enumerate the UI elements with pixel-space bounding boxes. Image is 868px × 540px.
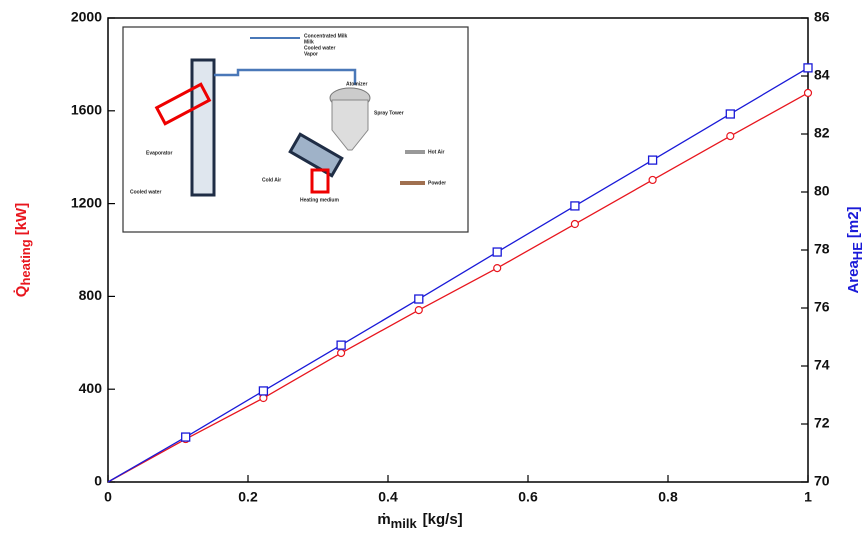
inset-label: Heating medium bbox=[300, 197, 339, 203]
y-axis-label: Q̇heating [kW] bbox=[13, 203, 34, 297]
y2-tick-label: 76 bbox=[814, 299, 830, 315]
x-label-main: ṁ bbox=[377, 511, 390, 528]
marker-circle bbox=[570, 219, 580, 229]
y2-label-unit: [m2] bbox=[845, 206, 862, 238]
inset-label: Powder bbox=[428, 180, 446, 186]
inset-label: Cold Air bbox=[262, 177, 281, 183]
x-tick-label: 0.2 bbox=[238, 489, 258, 505]
pipe bbox=[214, 68, 357, 85]
y-tick-label: 1600 bbox=[71, 102, 102, 118]
y2-tick-label: 72 bbox=[814, 415, 830, 431]
series-line bbox=[107, 92, 809, 483]
marker-square bbox=[492, 247, 502, 257]
x-tick-label: 0.4 bbox=[378, 489, 398, 505]
inset-label: Concentrated Milk bbox=[304, 33, 348, 39]
air-heater bbox=[288, 132, 344, 178]
marker-circle bbox=[493, 263, 502, 273]
y2-axis-label: AreaHE [m2] bbox=[845, 206, 865, 293]
y-label-unit: [kW] bbox=[13, 203, 30, 236]
inset-label: Cooled water bbox=[130, 189, 161, 195]
marker-square bbox=[725, 109, 735, 119]
x-axis-label: ṁmilk [kg/s] bbox=[377, 511, 462, 531]
x-tick-label: 0 bbox=[104, 489, 112, 505]
y2-tick-label: 86 bbox=[814, 9, 830, 25]
series-line bbox=[107, 67, 809, 483]
marker-square bbox=[414, 294, 424, 304]
marker-circle bbox=[803, 88, 813, 98]
inset-label: Vapor bbox=[304, 51, 318, 57]
y2-label-sub: HE bbox=[850, 242, 865, 260]
marker-square bbox=[803, 63, 813, 73]
evaporator bbox=[190, 58, 216, 197]
marker-square bbox=[336, 340, 346, 350]
y2-tick-label: 70 bbox=[814, 473, 830, 489]
marker-square bbox=[181, 432, 191, 442]
marker-circle bbox=[726, 131, 735, 141]
marker-square bbox=[258, 386, 269, 396]
inset-label: Milk bbox=[304, 39, 314, 45]
marker-circle bbox=[337, 348, 346, 358]
marker-square bbox=[570, 201, 580, 211]
spray-tower bbox=[331, 99, 369, 151]
y-tick-label: 400 bbox=[79, 380, 103, 396]
y2-tick-label: 84 bbox=[814, 67, 830, 83]
marker-square bbox=[647, 155, 658, 165]
x-label-unit: [kg/s] bbox=[423, 511, 463, 528]
x-tick-label: 0.8 bbox=[658, 489, 678, 505]
inset-label: Evaporator bbox=[146, 150, 172, 156]
heater bbox=[154, 82, 212, 126]
y2-tick-label: 82 bbox=[814, 125, 830, 141]
y-label-sub: heating bbox=[18, 239, 33, 285]
inset-label: Atomizer bbox=[346, 81, 367, 87]
inset-label: Cooled water bbox=[304, 45, 335, 51]
y2-tick-label: 78 bbox=[814, 241, 830, 257]
inset-label: Hot Air bbox=[428, 149, 445, 155]
marker-circle bbox=[414, 305, 423, 315]
y2-tick-label: 80 bbox=[814, 183, 830, 199]
heating-medium-box bbox=[310, 168, 330, 194]
y-tick-label: 800 bbox=[79, 287, 103, 303]
inset-label: Spray Tower bbox=[374, 110, 404, 116]
x-tick-label: 1 bbox=[804, 489, 812, 505]
y-tick-label: 1200 bbox=[71, 194, 102, 210]
y2-label-main: Area bbox=[845, 260, 862, 294]
x-label-sub: milk bbox=[391, 516, 418, 531]
inset-frame bbox=[122, 26, 469, 233]
x-tick-label: 0.6 bbox=[518, 489, 538, 505]
marker-circle bbox=[648, 175, 657, 185]
y-tick-label: 0 bbox=[94, 473, 102, 489]
y2-tick-label: 74 bbox=[814, 357, 830, 373]
y-label-main: Q̇ bbox=[13, 285, 30, 297]
y-tick-label: 2000 bbox=[71, 9, 102, 25]
